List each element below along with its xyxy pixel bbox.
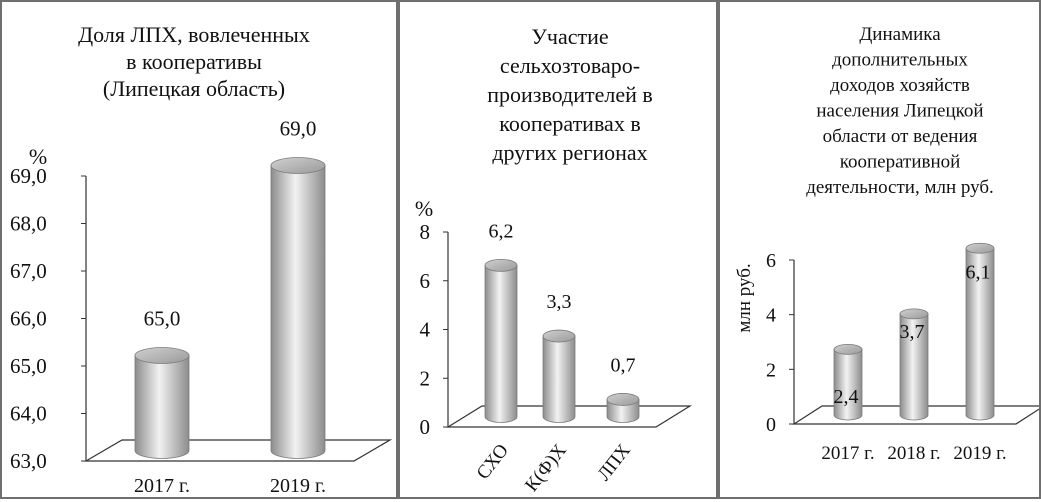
bar-top (606, 393, 640, 406)
y-axis-label: % (29, 144, 47, 169)
data-label: 6,1 (966, 261, 991, 283)
chart-title-line: Доля ЛПХ, вовлеченных (78, 22, 310, 47)
chart-income-dynamics: Динамика дополнительных доходов хозяйств на… (734, 24, 1041, 464)
y-tick-label: 69,0 (10, 164, 47, 188)
bar-body (899, 313, 929, 421)
data-label: 0,7 (611, 354, 636, 376)
y-tick-label: 6 (766, 250, 776, 272)
x-tick-label: 2017 г. (134, 475, 190, 497)
y-axis-label: % (415, 196, 433, 221)
y-tick-label: 6 (420, 269, 431, 293)
y-tick-label: 2 (420, 366, 431, 390)
chart-title-line: кооперативах в (499, 111, 640, 136)
data-label: 69,0 (280, 117, 317, 141)
bar-body (134, 355, 190, 459)
y-tick-label: 66,0 (10, 307, 47, 331)
bar-top (899, 308, 929, 320)
bar-body (965, 247, 995, 421)
chart-title-line: в кооперативы (126, 49, 262, 74)
chart-title-line: области от ведения (823, 126, 978, 147)
bar-top (542, 329, 576, 343)
data-label: 6,2 (489, 220, 514, 242)
x-tick-label: 2018 г. (887, 443, 940, 464)
chart-title-line: других регионах (492, 140, 647, 165)
chart-floor (83, 439, 393, 462)
chart-title-line: Динамика (859, 24, 941, 45)
bar-top (134, 347, 190, 364)
bar-body (270, 165, 326, 459)
x-tick-label: 2019 г. (953, 443, 1006, 464)
bar-0 (833, 343, 863, 421)
bar-body (542, 335, 576, 423)
bar-top (484, 258, 518, 272)
bar-1 (542, 329, 576, 423)
bar-body (484, 264, 518, 423)
chart-other-regions: Участие сельхозтоваро-производителей в коо… (415, 24, 693, 496)
y-tick-label: 67,0 (10, 259, 47, 283)
chart-title-line: Участие (531, 24, 608, 49)
x-tick-label: СХО (473, 440, 513, 483)
bar-1 (270, 157, 326, 459)
bar-body (606, 399, 640, 423)
bar-0 (484, 258, 518, 423)
bar-top (965, 242, 995, 254)
chart-title-line: дополнительных (832, 50, 968, 71)
data-label: 3,3 (547, 291, 572, 313)
y-tick-label: 65,0 (10, 354, 47, 378)
data-label: 2,4 (834, 386, 859, 408)
bar-2 (606, 393, 640, 423)
bar-0 (134, 347, 190, 459)
y-tick-label: 64,0 (10, 402, 47, 426)
chart-title-line: производителей в (487, 82, 653, 107)
y-tick-label: 68,0 (10, 212, 47, 236)
y-tick-label: 2 (766, 359, 776, 381)
x-tick-label: 2017 г. (821, 443, 874, 464)
bar-body (833, 349, 863, 421)
y-tick-label: 4 (420, 318, 431, 342)
bar-top (270, 157, 326, 174)
bar-top (833, 343, 863, 355)
x-tick-label: ЛПХ (594, 440, 636, 485)
chart-title-line: кооперативной (840, 152, 961, 173)
y-axis-label: млн руб. (734, 263, 755, 332)
panel-lph-share: Доля ЛПХ, вовлеченных в кооперативы (Липец… (0, 0, 398, 499)
x-tick-label: 2019 г. (270, 475, 326, 497)
chart-title-line: (Липецкая область) (103, 76, 285, 101)
y-tick-label: 0 (766, 414, 776, 436)
y-tick-label: 8 (420, 220, 431, 244)
panel-other-regions: Участие сельхозтоваро-производителей в коо… (398, 0, 718, 499)
y-tick-label: 63,0 (10, 449, 47, 473)
chart-title-line: населения Липецкой (816, 101, 983, 122)
chart-title-line: сельхозтоваро- (500, 53, 640, 78)
chart-title-line: деятельности, млн руб. (806, 177, 994, 198)
bar-2 (965, 242, 995, 421)
chart-title-line: доходов хозяйств (830, 75, 970, 96)
data-label: 3,7 (900, 321, 925, 343)
bar-1 (899, 308, 929, 421)
y-tick-label: 0 (420, 415, 431, 439)
data-label: 65,0 (144, 307, 181, 331)
y-tick-label: 4 (766, 305, 776, 327)
x-tick-label: К(Ф)Х (521, 440, 571, 496)
panel-income-dynamics: Динамика дополнительных доходов хозяйств на… (718, 0, 1041, 499)
